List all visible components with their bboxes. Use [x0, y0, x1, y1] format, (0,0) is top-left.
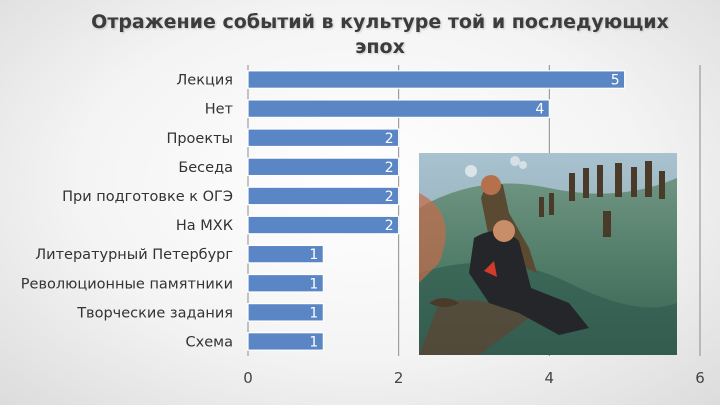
category-labels: Лекция Нет Проекты Беседа При подготовке к О…: [21, 73, 234, 351]
x-tick-label: 6: [695, 369, 705, 387]
category-label: Лекция: [176, 73, 233, 89]
bar: [247, 332, 324, 351]
category-label: Творческие задания: [76, 305, 233, 321]
x-tick-label: 2: [394, 369, 404, 387]
bar: [247, 303, 324, 322]
bar: [247, 273, 324, 293]
value-label: 2: [385, 160, 394, 176]
category-label: На МХК: [176, 218, 234, 234]
painting-image: [419, 153, 677, 355]
category-label: Схема: [186, 334, 233, 350]
value-label: 2: [385, 218, 394, 234]
category-label: Революционные памятники: [21, 276, 233, 292]
category-label: Проекты: [166, 131, 233, 147]
value-labels: 5 4 2 2 2 2 1 1 1 1: [309, 73, 619, 351]
x-axis-ticks: 0 2 4 6: [243, 369, 705, 387]
category-label: Беседа: [178, 160, 233, 176]
bar: [247, 99, 550, 118]
x-tick-label: 4: [545, 369, 555, 387]
value-label: 2: [385, 131, 394, 147]
value-label: 1: [309, 276, 318, 292]
x-tick-label: 0: [243, 369, 253, 387]
value-label: 2: [385, 189, 394, 205]
value-label: 5: [611, 73, 620, 89]
chart-title: Отражение событий в культуре той и после…: [91, 11, 669, 58]
value-label: 1: [309, 305, 318, 321]
bar: [247, 244, 324, 264]
bar: [247, 70, 626, 89]
bar: [247, 128, 400, 148]
category-label: Литературный Петербург: [35, 247, 233, 263]
value-label: 1: [309, 334, 318, 350]
bar: [247, 215, 400, 235]
value-label: 4: [535, 102, 544, 118]
value-label: 1: [309, 247, 318, 263]
bar: [247, 157, 400, 177]
bar: [247, 186, 400, 206]
category-label: Нет: [205, 102, 234, 118]
category-label: При подготовке к ОГЭ: [62, 189, 233, 205]
bars: [247, 70, 626, 351]
